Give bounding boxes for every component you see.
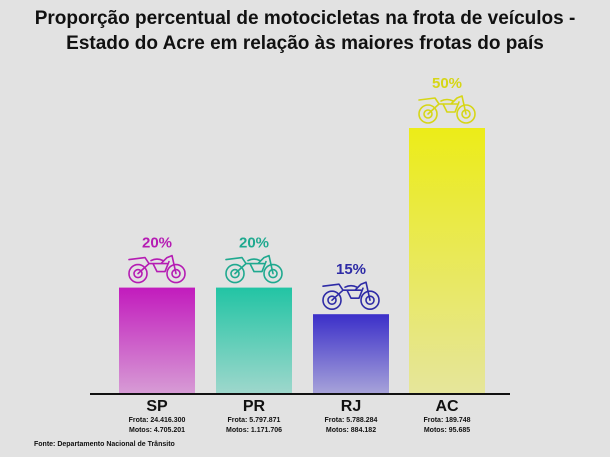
- bar-ac: [409, 128, 485, 394]
- motos-label: Motos: 4.705.201: [129, 427, 185, 434]
- bar-pr: [216, 287, 292, 394]
- source-note: Fonte: Departamento Nacional de Trânsito: [34, 441, 175, 448]
- motorcycle-icon: [418, 95, 476, 124]
- motos-label: Motos: 95.685: [424, 427, 470, 434]
- value-label-ac: 50%: [432, 75, 462, 92]
- category-label-rj: RJ: [341, 398, 361, 415]
- motorcycle-icon: [128, 254, 186, 284]
- motos-label: Motos: 1.171.706: [226, 427, 282, 434]
- chart-title: Proporção percentual de motocicletas na …: [0, 6, 610, 56]
- category-label-sp: SP: [146, 398, 168, 415]
- frota-label: Frota: 189.748: [423, 417, 470, 424]
- bar-sp: [119, 287, 195, 394]
- frota-label: Frota: 5.788.284: [325, 417, 378, 424]
- frota-label: Frota: 5.797.871: [228, 417, 281, 424]
- motos-label: Motos: 884.182: [326, 427, 376, 434]
- value-label-pr: 20%: [239, 235, 269, 252]
- bar-rj: [313, 314, 389, 394]
- frota-label: Frota: 24.416.300: [129, 417, 186, 424]
- value-label-sp: 20%: [142, 235, 172, 252]
- chart-title-line1: Proporção percentual de motocicletas na …: [34, 8, 576, 29]
- motorcycle-icon: [225, 254, 283, 284]
- category-label-pr: PR: [243, 398, 266, 415]
- chart-title-line2: Estado do Acre em relação às maiores fro…: [66, 33, 544, 54]
- category-label-ac: AC: [435, 398, 459, 415]
- motorcycle-icon: [322, 281, 380, 311]
- value-label-rj: 15%: [336, 261, 366, 278]
